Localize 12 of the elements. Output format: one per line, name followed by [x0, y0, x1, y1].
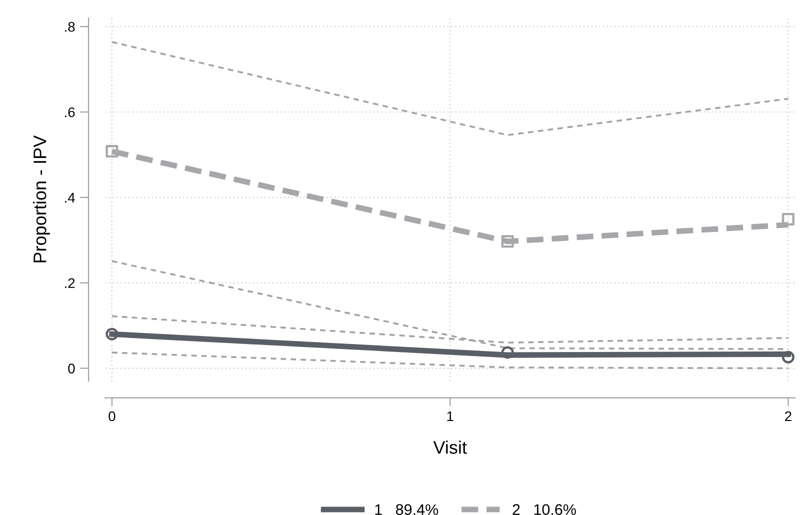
y-tick-label: .4	[65, 192, 75, 202]
y-tick-label: 0	[68, 364, 75, 374]
x-axis-title: Visit	[433, 440, 467, 454]
y-tick-label: .8	[65, 22, 75, 32]
y-axis-title: Proportion - IPV	[33, 135, 50, 262]
y-tick-label: .6	[65, 107, 75, 118]
x-tick-label: 1	[447, 411, 454, 422]
x-tick-label: 2	[785, 411, 792, 422]
legend-label: 2 10.6%	[512, 504, 576, 515]
x-tick-label: 0	[108, 411, 116, 422]
y-tick-label: .2	[65, 278, 75, 288]
legend-label: 1 89.4%	[375, 504, 438, 515]
